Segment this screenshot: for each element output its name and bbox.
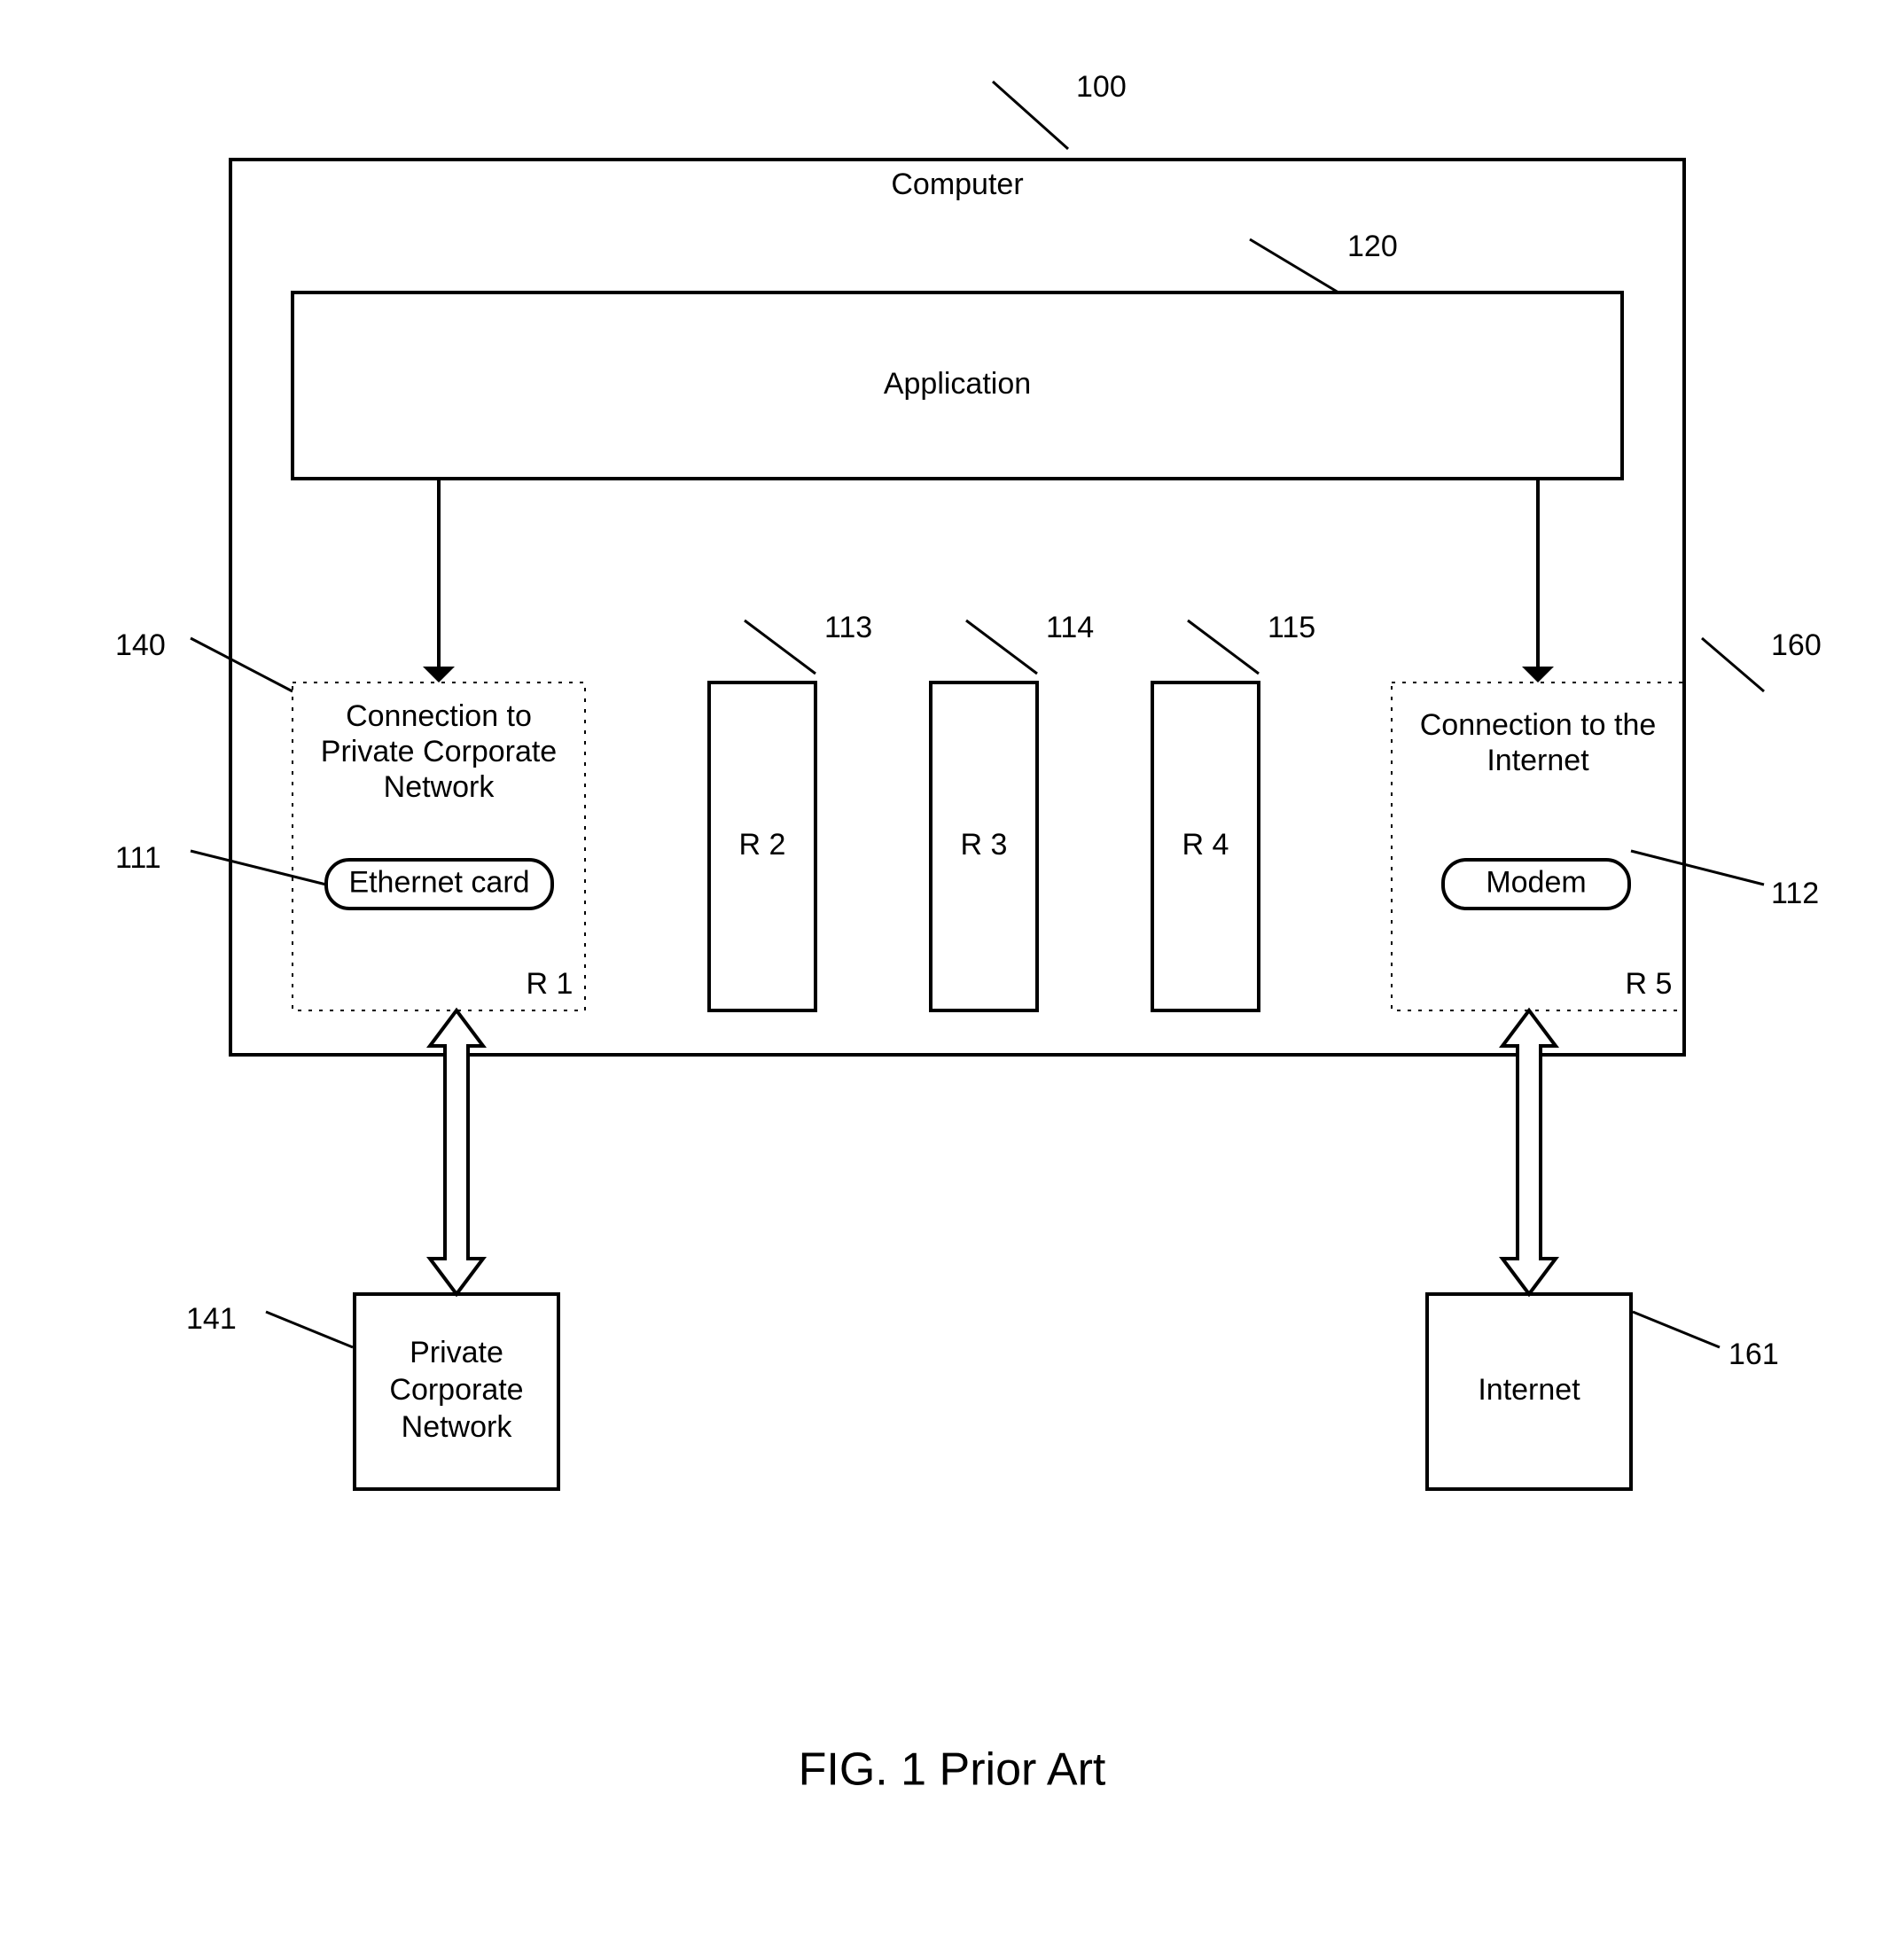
svg-text:Corporate: Corporate (389, 1373, 523, 1407)
computer-leader (993, 82, 1068, 149)
svg-text:Connection to: Connection to (346, 699, 532, 733)
net-right-leader (1633, 1312, 1720, 1347)
diagram-canvas: Computer100Application120Connection toPr… (0, 0, 1904, 1950)
conn-left-refnum: 140 (115, 628, 166, 662)
modem-label: Modem (1486, 865, 1586, 899)
svg-text:Network: Network (384, 770, 496, 804)
slot-4-refnum: 115 (1268, 611, 1315, 644)
slot-3-label: R 3 (961, 828, 1008, 862)
application-refnum: 120 (1347, 230, 1398, 263)
computer-title: Computer (891, 168, 1023, 201)
svg-text:Network: Network (402, 1410, 513, 1444)
computer-refnum: 100 (1076, 70, 1127, 104)
svg-text:Connection to the: Connection to the (1420, 708, 1657, 742)
arrow-app-to-conn-right-head (1522, 667, 1554, 682)
conn-left-corner: R 1 (527, 967, 574, 1001)
modem-leader (1631, 851, 1764, 885)
figure-caption: FIG. 1 Prior Art (799, 1744, 1106, 1796)
ethernet-card-refnum: 111 (115, 841, 161, 875)
conn-right-corner: R 5 (1626, 967, 1673, 1001)
application-leader (1250, 239, 1338, 292)
arrow-app-to-conn-left-head (423, 667, 455, 682)
net-right-title: Internet (1478, 1373, 1580, 1407)
conn-left-leader (191, 638, 293, 691)
net-left-title: Private CorporateNetwork (389, 1336, 523, 1444)
slot-2-leader (745, 620, 815, 674)
conn-right-leader (1702, 638, 1764, 691)
conn-left-title: Connection toPrivate CorporateNetwork (321, 699, 557, 804)
net-left-leader (266, 1312, 353, 1347)
net-left-refnum: 141 (186, 1302, 237, 1336)
conn-right-title: Connection to theInternet (1420, 708, 1657, 777)
ethernet-card-label: Ethernet card (348, 865, 529, 899)
slot-4-leader (1188, 620, 1259, 674)
slot-3-leader (966, 620, 1037, 674)
svg-text:Private Corporate: Private Corporate (321, 735, 557, 768)
conn-right-refnum: 160 (1771, 628, 1822, 662)
application-title: Application (884, 367, 1031, 401)
slot-2-refnum: 113 (824, 611, 872, 644)
slot-4-label: R 4 (1182, 828, 1229, 862)
slot-3-refnum: 114 (1046, 611, 1094, 644)
svg-text:Internet: Internet (1478, 1373, 1580, 1407)
svg-text:Internet: Internet (1487, 744, 1589, 777)
svg-text:Private: Private (410, 1336, 503, 1369)
ethernet-card-leader (191, 851, 326, 885)
slot-2-label: R 2 (739, 828, 786, 862)
net-right-refnum: 161 (1728, 1338, 1779, 1371)
modem-refnum: 112 (1771, 877, 1819, 910)
